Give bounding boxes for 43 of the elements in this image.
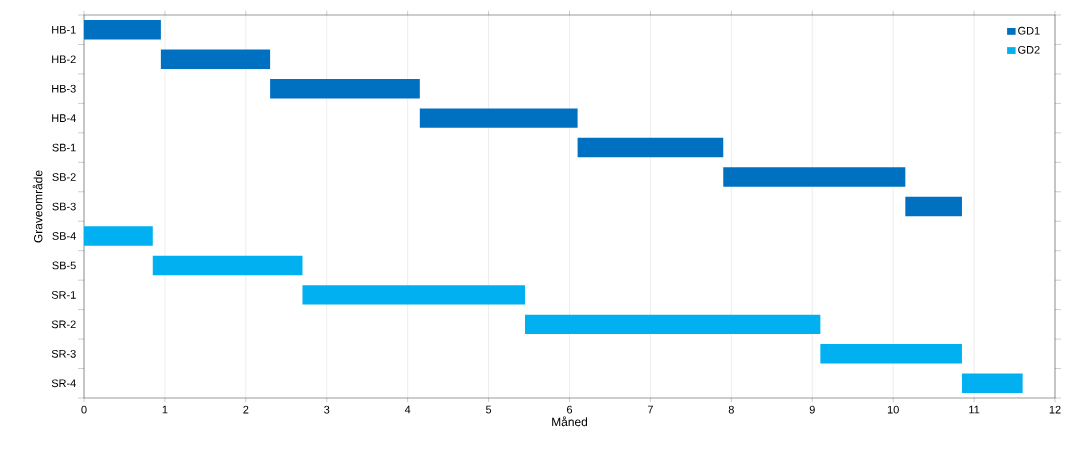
bar: [961, 373, 1023, 393]
x-tick-label: 11: [969, 405, 980, 414]
y-tick-label: SR-4: [51, 379, 76, 388]
x-tick-label: 12: [1049, 405, 1061, 414]
bar: [419, 108, 578, 128]
bar: [905, 196, 962, 217]
bar: [152, 255, 303, 276]
x-tick-label: 5: [485, 405, 492, 414]
y-tick-label: HB-3: [52, 84, 76, 93]
y-tick-label: SB-3: [52, 202, 76, 211]
y-tick-label: HB-1: [52, 25, 76, 34]
x-axis-title: Måned: [552, 416, 587, 427]
x-tick-label: 7: [647, 405, 653, 414]
y-tick-label: SB-1: [52, 143, 76, 152]
y-tick-label: SB-2: [52, 173, 76, 181]
x-tick-label: 4: [404, 405, 411, 414]
x-tick-label: 10: [887, 405, 899, 414]
x-tick-label: 3: [324, 405, 330, 414]
bar: [525, 314, 821, 335]
y-tick-label: SR-2: [51, 320, 76, 329]
bar: [84, 226, 153, 246]
bar: [302, 285, 525, 305]
x-tick-label: 1: [162, 405, 168, 414]
y-tick-label: SR-1: [51, 291, 76, 299]
x-tick-label: 6: [567, 405, 573, 414]
y-tick-label: SB-5: [52, 261, 76, 270]
bar: [84, 20, 161, 40]
legend-label: GD2: [1018, 45, 1040, 54]
y-tick-label: SR-3: [51, 349, 76, 358]
legend-label: GD1: [1018, 26, 1040, 35]
bar: [577, 137, 724, 158]
bar: [160, 49, 271, 69]
y-tick-label: SB-4: [52, 232, 76, 240]
x-tick-label: 9: [809, 405, 815, 414]
y-axis-title: Graveområde: [32, 170, 43, 243]
bar: [270, 78, 420, 99]
y-tick-label: HB-4: [52, 114, 76, 122]
bar: [820, 344, 962, 364]
x-tick-label: 8: [728, 405, 734, 414]
y-tick-label: HB-2: [52, 55, 76, 64]
bar: [723, 167, 906, 187]
x-tick-label: 2: [243, 405, 249, 414]
x-tick-label: 0: [81, 405, 87, 414]
